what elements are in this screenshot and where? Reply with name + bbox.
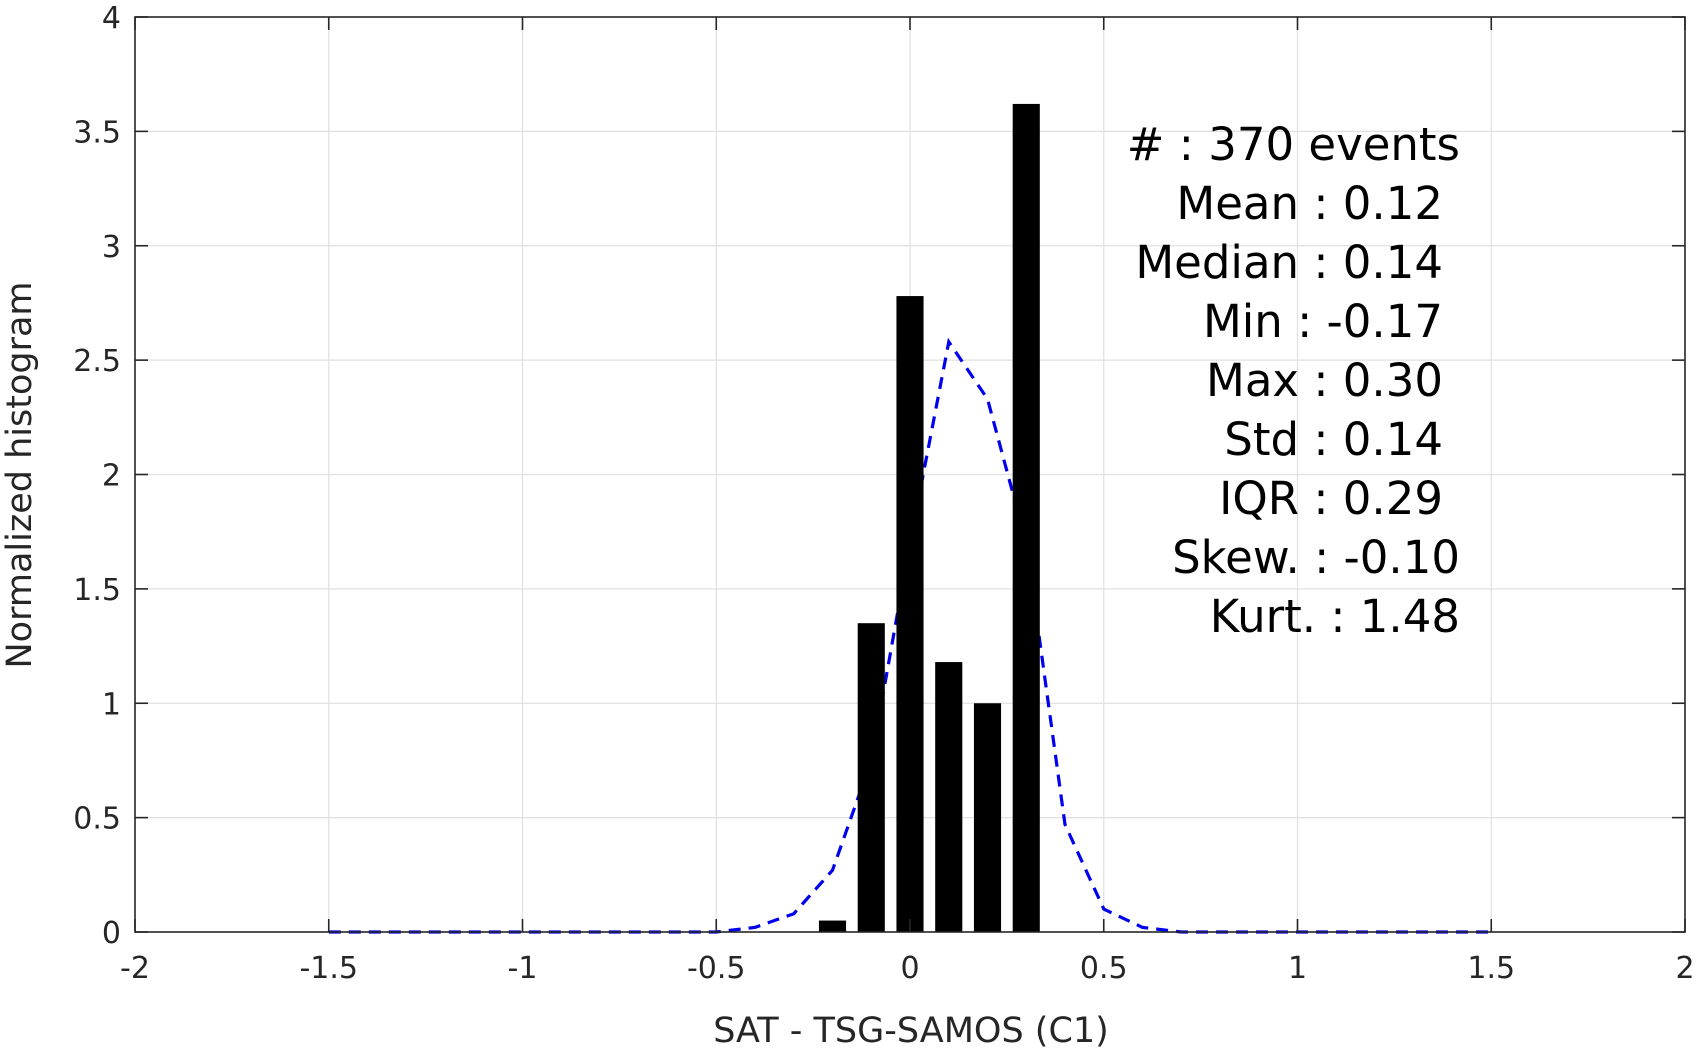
histogram-bar — [818, 920, 847, 932]
x-tick-label: -1 — [508, 951, 538, 986]
stat-line: Std : 0.14 — [1224, 413, 1443, 466]
x-tick-label: 2 — [1675, 951, 1694, 986]
y-tick-label: 0 — [102, 916, 121, 951]
x-axis-label: SAT - TSG-SAMOS (C1) — [713, 1011, 1109, 1051]
tick-labels: -2 -1.5 -1 -0.5 0 0.5 1 1.5 2 0 0.5 1 1.5 2 2.5 3 3.5 4 — [73, 1, 1694, 986]
ticks — [134, 16, 1686, 933]
stat-line: Min : -0.17 — [1203, 295, 1443, 348]
histogram-bar — [857, 623, 885, 932]
stat-line: IQR : 0.29 — [1219, 472, 1443, 525]
y-tick-label: 4 — [102, 1, 121, 36]
y-tick-label: 3 — [102, 230, 121, 265]
statistics-annotation: # : 370 events Mean : 0.12 Median : 0.14 Mi… — [1127, 118, 1460, 643]
y-tick-label: 3.5 — [73, 115, 121, 150]
stat-line: Max : 0.30 — [1206, 354, 1443, 407]
y-tick-label: 0.5 — [73, 802, 121, 837]
grid — [135, 17, 1685, 932]
y-tick-label: 1.5 — [73, 573, 121, 608]
stat-line: Mean : 0.12 — [1176, 177, 1443, 230]
y-tick-label: 2.5 — [73, 344, 121, 379]
bars — [818, 103, 1040, 933]
x-tick-label: 0 — [900, 951, 919, 986]
y-tick-label: 2 — [102, 459, 121, 494]
x-tick-label: -1.5 — [299, 951, 358, 986]
x-tick-label: -0.5 — [687, 951, 746, 986]
histogram-bar — [896, 296, 924, 932]
histogram-bar — [973, 703, 1002, 932]
x-tick-label: 1.5 — [1467, 951, 1515, 986]
histogram-bar — [1012, 103, 1040, 933]
stat-line: Median : 0.14 — [1135, 236, 1443, 289]
stat-line: # : 370 events — [1127, 118, 1460, 171]
y-tick-label: 1 — [102, 687, 121, 722]
stat-line: Skew. : -0.10 — [1172, 531, 1460, 584]
x-tick-label: -2 — [120, 951, 150, 986]
stat-line: Kurt. : 1.48 — [1210, 590, 1460, 643]
histogram-bar — [935, 662, 963, 932]
x-tick-label: 1 — [1288, 951, 1307, 986]
y-axis-label: Normalized histogram — [0, 281, 40, 668]
x-tick-label: 0.5 — [1080, 951, 1128, 986]
